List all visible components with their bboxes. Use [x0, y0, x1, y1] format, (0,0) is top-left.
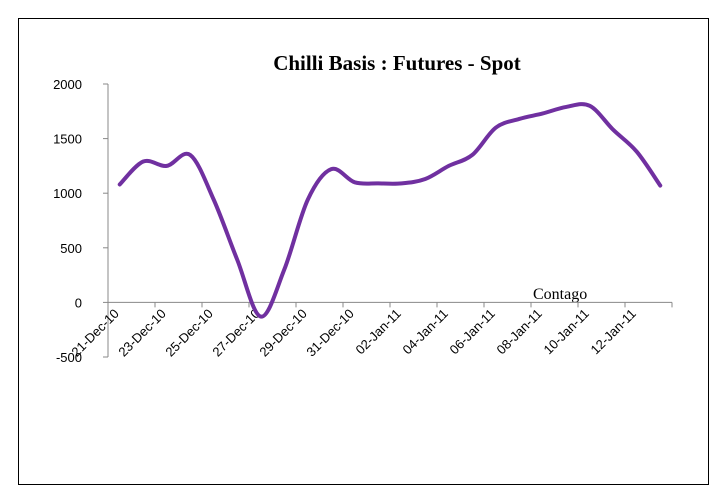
chart-title: Chilli Basis : Futures - Spot — [273, 51, 521, 75]
line-series — [117, 102, 663, 319]
chart-frame — [18, 18, 709, 485]
annotation: Contago — [533, 286, 587, 303]
y-tick-label: -500 — [56, 350, 82, 365]
y-tick-label: 1000 — [53, 186, 82, 201]
y-tick-label: 1500 — [53, 132, 82, 147]
y-tick-label: 0 — [75, 295, 82, 310]
y-tick-label: 2000 — [53, 77, 82, 92]
y-tick-label: 500 — [60, 241, 82, 256]
